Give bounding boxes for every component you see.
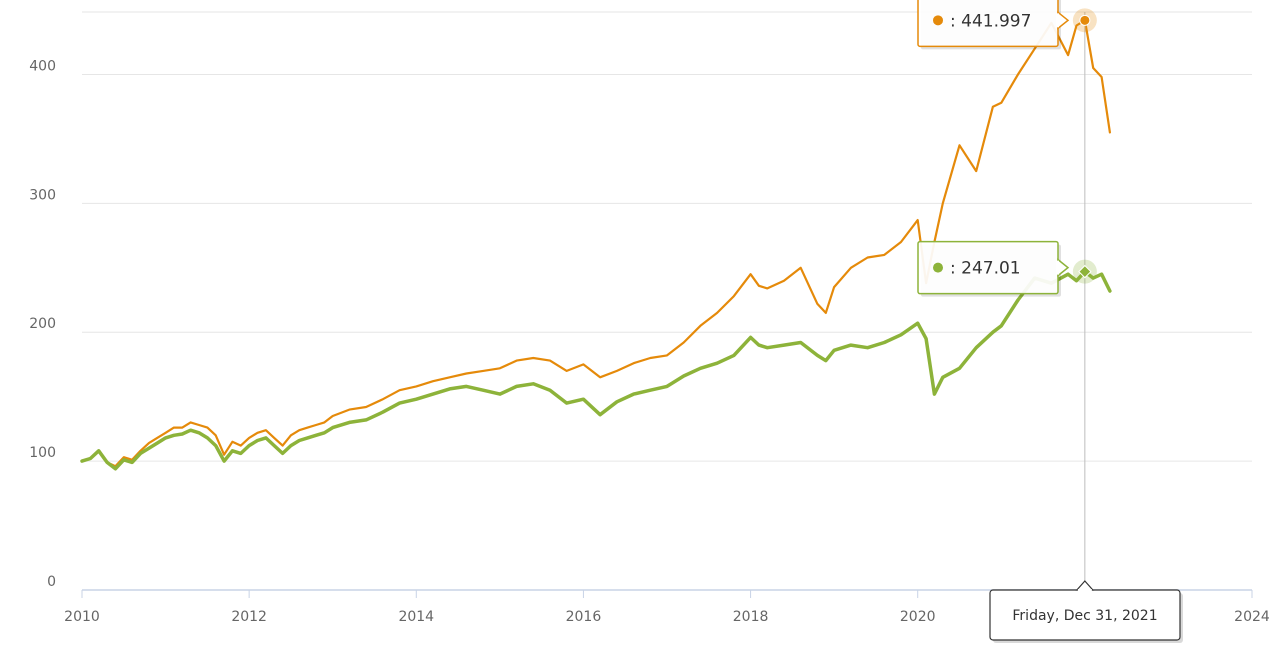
tooltip-pointer-cover (1056, 260, 1059, 275)
tooltip-value: : 247.01 (950, 259, 1021, 279)
y-tick-label-300: 300 (29, 187, 56, 203)
tooltip-series-dot (933, 15, 943, 26)
x-tick-label-2010: 2010 (64, 609, 100, 625)
y-tick-label-0: 0 (47, 574, 56, 590)
crosshair-date-text: Friday, Dec 31, 2021 (1012, 608, 1157, 624)
y-tick-label-100: 100 (29, 445, 56, 461)
date-label-pointer (1075, 580, 1095, 591)
hover-marker-1[interactable] (1079, 14, 1091, 26)
series-line-1[interactable] (80, 19, 1112, 468)
x-tick-label-2024: 2024 (1234, 609, 1270, 625)
x-tick-label-2020: 2020 (900, 609, 936, 625)
tooltip-series-1: : 441.997 (917, 0, 1070, 50)
tooltip-value: : 441.997 (950, 11, 1031, 31)
x-tick-label-2018: 2018 (733, 609, 769, 625)
crosshair-date-label: Friday, Dec 31, 2021 (989, 580, 1183, 643)
y-tick-label-200: 200 (29, 316, 56, 332)
x-tick-label-2014: 2014 (398, 609, 434, 625)
hover-marker-2[interactable] (1078, 264, 1092, 279)
y-tick-label-400: 400 (29, 58, 56, 74)
x-tick-label-2012: 2012 (231, 609, 267, 625)
tooltip-series-dot (933, 262, 943, 273)
x-tick-label-2016: 2016 (566, 609, 602, 625)
tooltip-pointer-cover (1056, 13, 1059, 28)
series-line-2[interactable] (80, 269, 1112, 471)
tooltip-pointer (1057, 10, 1070, 30)
date-label-pointer-cover (1077, 589, 1092, 592)
tooltip-series-2: : 247.01 (917, 240, 1070, 297)
